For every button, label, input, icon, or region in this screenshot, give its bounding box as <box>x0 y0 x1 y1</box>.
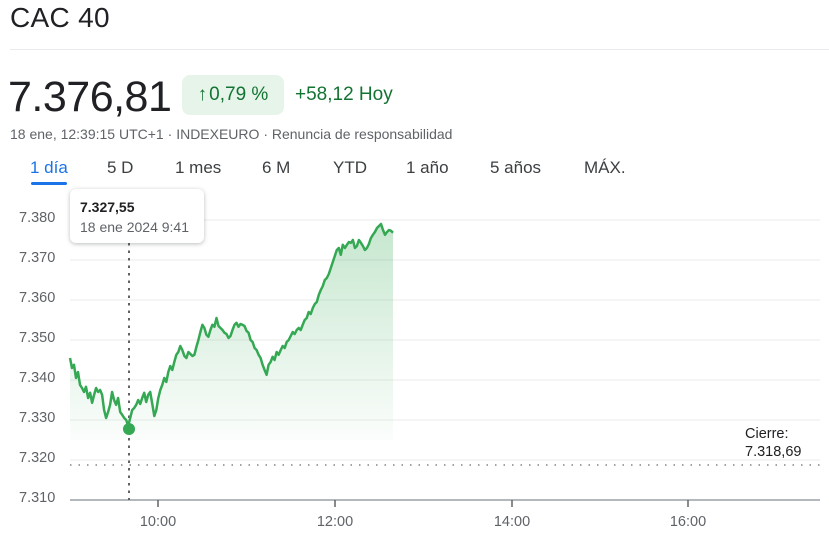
tab-max[interactable]: MÁX. <box>584 158 626 177</box>
change-points: +58,12 Hoy <box>295 84 393 105</box>
index-title: CAC 40 <box>10 2 110 33</box>
y-axis-label: 7.320 <box>19 450 56 466</box>
tooltip-date: 18 ene 2024 9:41 <box>80 219 189 235</box>
tab-ytd[interactable]: YTD <box>333 158 367 177</box>
exchange: INDEXEURO <box>176 126 260 142</box>
previous-close-label: Cierre: 7.318,69 <box>745 425 801 461</box>
price-area-fill <box>70 224 393 440</box>
price-line <box>68 222 394 428</box>
x-axis-label: 14:00 <box>493 514 531 530</box>
arrow-up-icon: ↑ <box>197 84 208 105</box>
hover-point-marker <box>123 423 135 435</box>
tooltip-value: 7.327,55 <box>80 199 135 215</box>
separator: · <box>167 126 173 142</box>
x-axis-label: 10:00 <box>139 514 177 530</box>
y-axis-label: 7.370 <box>19 250 56 266</box>
close-caption: Cierre: <box>745 426 789 442</box>
y-axis-label: 7.330 <box>19 410 56 426</box>
header-divider <box>10 49 829 50</box>
tab-6-months[interactable]: 6 M <box>262 158 291 177</box>
y-axis-label: 7.360 <box>19 290 56 306</box>
disclaimer-link[interactable]: Renuncia de responsabilidad <box>271 126 453 142</box>
y-axis-label: 7.380 <box>19 210 56 226</box>
x-axis-label: 12:00 <box>316 514 354 530</box>
close-value: 7.318,69 <box>745 444 802 460</box>
y-axis-label: 7.310 <box>19 490 56 506</box>
timestamp: 18 ene, 12:39:15 UTC+1 <box>10 126 164 142</box>
tab-5-days[interactable]: 5 D <box>107 158 134 177</box>
x-axis-ticks <box>157 500 689 507</box>
tab-5-years[interactable]: 5 años <box>490 158 542 177</box>
hover-tooltip: 7.327,55 18 ene 2024 9:41 <box>70 189 204 243</box>
change-percent: 0,79 % <box>209 84 269 105</box>
tab-1-month[interactable]: 1 mes <box>175 158 222 177</box>
tab-1-day[interactable]: 1 día <box>30 158 68 177</box>
separator: · <box>263 126 268 142</box>
y-axis-label: 7.350 <box>19 330 56 346</box>
tab-1-year[interactable]: 1 año <box>406 158 449 177</box>
active-tab-indicator <box>31 182 67 185</box>
quote-meta: 18 ene, 12:39:15 UTC+1 · INDEXEURO · Ren… <box>10 126 452 142</box>
current-price: 7.376,81 <box>8 73 172 121</box>
change-percent-badge: ↑ 0,79 % <box>182 75 284 115</box>
x-axis-label: 16:00 <box>669 514 707 530</box>
y-axis-label: 7.340 <box>19 370 56 386</box>
